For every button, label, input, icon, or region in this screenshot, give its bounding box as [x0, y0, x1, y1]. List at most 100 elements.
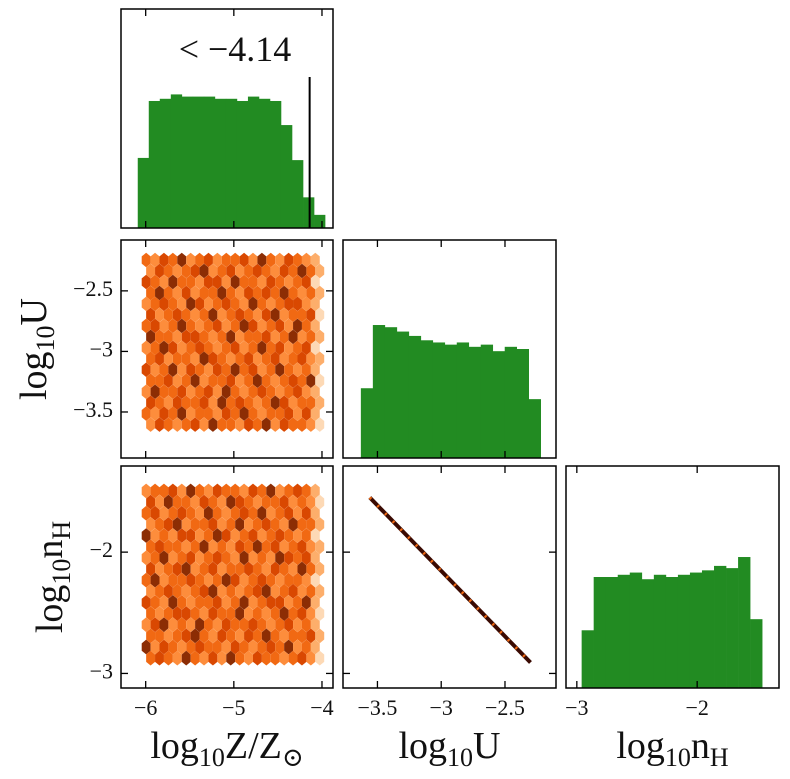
hex-cell [159, 595, 169, 610]
hex-cell [186, 617, 196, 633]
hex-cell [195, 318, 205, 334]
hex-cell [221, 528, 231, 543]
hex-cell [248, 406, 258, 421]
hex-cell [155, 539, 164, 555]
hex-cell [163, 351, 173, 367]
hex-cell [221, 340, 231, 356]
hex-cell [257, 384, 267, 399]
axis-label-part: 10 [447, 743, 473, 772]
hex-cell [212, 550, 222, 566]
hex-cell [190, 494, 200, 510]
hex-cell [186, 296, 196, 312]
hist-bar [214, 98, 227, 228]
hex-cell [172, 583, 182, 599]
hex-cell [204, 639, 213, 655]
hex-cell [288, 583, 298, 599]
y-tick-label: −3.5 [73, 397, 113, 422]
hex-cell [244, 606, 253, 621]
axis-label-part: Z/Z [225, 725, 282, 767]
hex-cell [155, 606, 164, 621]
hex-cell [266, 252, 276, 268]
hex-cell [159, 296, 169, 312]
hex-cell [221, 406, 231, 421]
hex-cell [293, 639, 302, 655]
hex-cell [221, 252, 231, 268]
hex-cell [146, 351, 156, 367]
hex-cell [297, 373, 307, 388]
hex-cell [239, 617, 249, 633]
hex-cell [177, 550, 187, 566]
hex-cell [252, 583, 262, 599]
hex-cell [252, 263, 262, 279]
axes-frame [120, 239, 334, 459]
hist-bar [605, 577, 619, 688]
hex-cell [239, 639, 249, 655]
hex-cell [181, 329, 191, 345]
hex-cell [252, 561, 262, 577]
hex-cell [159, 550, 169, 566]
hex-cell [279, 628, 289, 644]
hex-cell [297, 539, 307, 555]
hex-cell [230, 572, 240, 588]
hex-cell [204, 384, 213, 399]
hex-cell [293, 318, 302, 334]
hex-cell [159, 505, 169, 521]
axis-label-part: H [710, 743, 729, 772]
hex-cell [235, 539, 245, 555]
hex-cell [150, 296, 160, 312]
hex-cell [310, 296, 320, 312]
hex-cell [315, 395, 325, 410]
hex-cell [279, 517, 289, 532]
hex-cell [293, 505, 302, 521]
hist-bar [480, 344, 494, 458]
hex-cell [275, 362, 285, 378]
hex-cell [146, 539, 156, 555]
hex-cell [204, 274, 213, 290]
hex-cell [195, 528, 205, 543]
hex-cell [275, 274, 285, 290]
hex-cell [146, 583, 156, 599]
hex-cell [301, 274, 311, 290]
hex-cell [141, 252, 151, 268]
hex-cell [279, 650, 289, 666]
hex-cell [146, 285, 156, 301]
hex-cell [155, 395, 164, 410]
hex-cell [177, 406, 187, 421]
hex-cell [279, 373, 289, 388]
hist-bar [641, 579, 655, 688]
hex-cell [226, 395, 236, 410]
hex-cell [150, 550, 160, 566]
panel: −3 −2 [565, 465, 780, 720]
hex-cell [177, 384, 187, 399]
hex-cell [239, 296, 249, 312]
hex-cell [306, 539, 316, 555]
hex-cell [266, 340, 276, 356]
hex-cell [244, 417, 253, 432]
hex-cell [181, 539, 191, 555]
hex-cell [270, 650, 280, 666]
hex-cell [181, 351, 191, 367]
hex-cell [288, 263, 298, 279]
hex-cell [217, 285, 227, 301]
hex-cell [226, 539, 236, 555]
hist-bar [192, 96, 205, 228]
hex-cell [306, 395, 316, 410]
hex-cell [212, 617, 222, 633]
hex-cell [284, 550, 294, 566]
hex-cell [288, 650, 298, 666]
hex-cell [270, 539, 280, 555]
hex-cell [275, 505, 285, 521]
hex-cell [190, 285, 200, 301]
hex-cell [172, 329, 182, 345]
hex-cell [204, 296, 213, 312]
hex-cell [244, 263, 253, 279]
hex-cell [297, 650, 307, 666]
hex-cell [226, 561, 236, 577]
hex-cell [190, 650, 200, 666]
hex-cell [172, 307, 182, 323]
hex-cell [266, 318, 276, 334]
hex-cell [270, 285, 280, 301]
hex-cell [284, 362, 294, 378]
hex-cell [217, 307, 227, 323]
panel: −6 −5 −4 −2 −3 [90, 465, 334, 720]
